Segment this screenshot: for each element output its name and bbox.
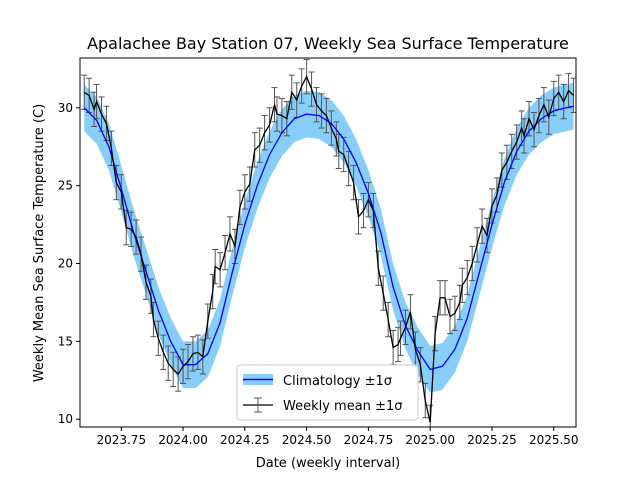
y-axis-label: Weekly Mean Sea Surface Temperature (C)	[32, 104, 47, 382]
legend-weekly-label: Weekly mean ±1σ	[283, 399, 402, 414]
chart-title: Apalachee Bay Station 07, Weekly Sea Sur…	[87, 34, 569, 53]
x-axis-label: Date (weekly interval)	[256, 456, 401, 471]
plot-frame	[79, 57, 577, 428]
x-tick-label: 2024.75	[344, 433, 394, 447]
legend: Climatology ±1σ Weekly mean ±1σ	[236, 364, 419, 421]
y-tick-label: 30	[58, 101, 73, 115]
y-tick-label: 15	[58, 334, 73, 348]
x-tick-label: 2025.00	[405, 433, 455, 447]
plot-area	[81, 59, 576, 427]
x-tick-label: 2025.25	[467, 433, 517, 447]
x-tick-label: 2024.50	[282, 433, 332, 447]
climatology-line	[83, 105, 574, 371]
x-tick-label: 2024.25	[220, 433, 270, 447]
x-tick-label: 2023.75	[96, 433, 146, 447]
y-tick-label: 25	[58, 179, 73, 193]
x-axis-ticks: 2023.75 2024.00 2024.25 2024.50 2024.75 2025.…	[96, 427, 579, 447]
legend-climatology-label: Climatology ±1σ	[283, 374, 392, 389]
x-tick-label: 2025.50	[529, 433, 579, 447]
x-tick-label: 2024.00	[158, 433, 208, 447]
y-axis-ticks: 10 15 20 25 30	[58, 101, 80, 426]
weekly-mean-line	[83, 75, 574, 423]
y-tick-label: 10	[58, 412, 73, 426]
legend-box	[236, 364, 419, 421]
y-tick-label: 20	[58, 257, 73, 271]
